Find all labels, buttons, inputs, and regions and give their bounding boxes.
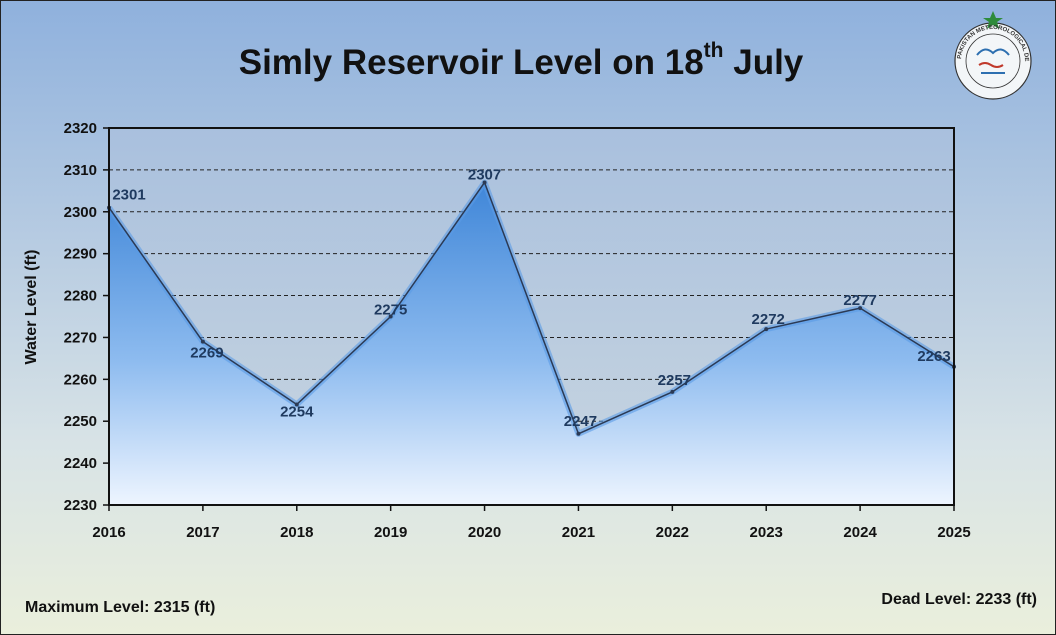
series-area (109, 182, 954, 505)
series-line (108, 181, 955, 435)
data-point (858, 306, 863, 311)
data-point (670, 389, 675, 394)
chart-title: Simly Reservoir Level on 18th July (238, 39, 804, 82)
x-tick-label: 2020 (468, 524, 501, 541)
dead-level-note: Dead Level: 2233 (ft) (881, 591, 1037, 608)
x-tick-label: 2022 (656, 524, 689, 541)
y-tick-label: 2320 (64, 120, 97, 137)
data-label: 2301 (112, 187, 145, 204)
x-tick-label: 2023 (750, 524, 783, 541)
x-tick-label: 2024 (843, 524, 877, 541)
x-tick-label: 2019 (374, 524, 407, 541)
y-tick-label: 2230 (64, 497, 97, 514)
y-tick-label: 2240 (64, 455, 97, 472)
data-point (576, 431, 581, 436)
data-point (294, 402, 299, 407)
y-tick-label: 2260 (64, 371, 97, 388)
x-tick-label: 2017 (186, 524, 219, 541)
x-tick-label: 2016 (92, 524, 125, 541)
plot-border (108, 127, 955, 506)
data-label: 2277 (843, 292, 876, 309)
data-label: 2275 (374, 302, 407, 319)
data-label: 2263 (917, 348, 950, 365)
y-tick-label: 2270 (64, 329, 97, 346)
x-tick-label: 2025 (937, 524, 970, 541)
x-tick-label: 2021 (562, 524, 595, 541)
data-label: 2307 (468, 166, 501, 183)
data-point (388, 314, 393, 319)
x-tick-label: 2018 (280, 524, 313, 541)
data-label: 2247 (564, 413, 597, 430)
data-point (764, 327, 769, 332)
y-tick-label: 2300 (64, 204, 97, 221)
y-tick-label: 2280 (64, 288, 97, 305)
data-point (200, 339, 205, 344)
y-tick-label: 2290 (64, 246, 97, 263)
data-label: 2257 (658, 372, 691, 389)
y-tick-label: 2310 (64, 162, 97, 179)
data-label: 2269 (190, 345, 223, 362)
maximum-level-note: Maximum Level: 2315 (ft) (25, 599, 216, 616)
data-label: 2272 (752, 311, 785, 328)
data-label: 2254 (280, 403, 314, 420)
y-tick-label: 2250 (64, 413, 97, 430)
data-point (482, 180, 487, 185)
pakistan-meteorological-department-logo: PAKISTAN METEOROLOGICAL DEPARTMENT (954, 11, 1032, 100)
